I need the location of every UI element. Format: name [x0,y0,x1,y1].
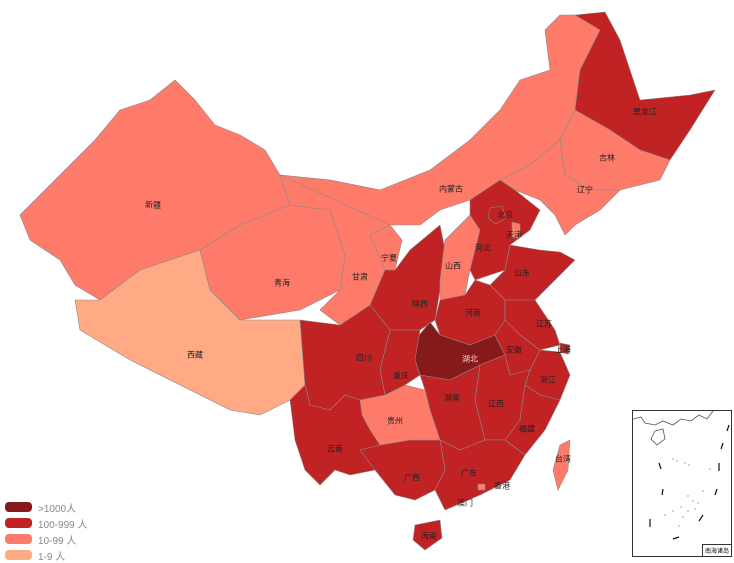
province-guangdong[interactable] [434,439,526,511]
province-heilongjiang[interactable] [574,11,716,161]
south-china-sea-islands-map [632,410,730,540]
legend-swatch [5,518,32,528]
province-ningxia[interactable] [369,224,403,271]
province-tianjin[interactable] [511,221,521,239]
legend-swatch [5,502,32,512]
legend-label: 1-9 人 [38,551,66,563]
province-taiwan[interactable] [552,439,571,491]
province-shanghai[interactable] [559,342,571,355]
legend-item-over-1000[interactable]: >1000人 [5,499,87,515]
province-beijing[interactable] [487,205,507,225]
inset-label: 南海诸岛 [701,544,731,556]
province-fujian[interactable] [504,384,561,456]
legend: >1000人 100-999 人 10-99 人 1-9 人 [5,499,87,563]
legend-swatch [5,550,32,560]
province-xinjiang[interactable] [19,79,291,301]
legend-label: 10-99 人 [38,535,77,547]
legend-item-10-99[interactable]: 10-99 人 [5,531,87,547]
legend-item-1-9[interactable]: 1-9 人 [5,547,87,563]
legend-label: >1000人 [38,503,77,515]
south-china-sea-inset: 南海诸岛 [632,410,732,557]
legend-swatch [5,534,32,544]
legend-label: 100-999 人 [38,519,88,531]
province-yunnan[interactable] [289,384,381,486]
province-hainan[interactable] [412,519,443,551]
province-xianggang[interactable] [477,483,486,491]
legend-item-100-999[interactable]: 100-999 人 [5,515,87,531]
